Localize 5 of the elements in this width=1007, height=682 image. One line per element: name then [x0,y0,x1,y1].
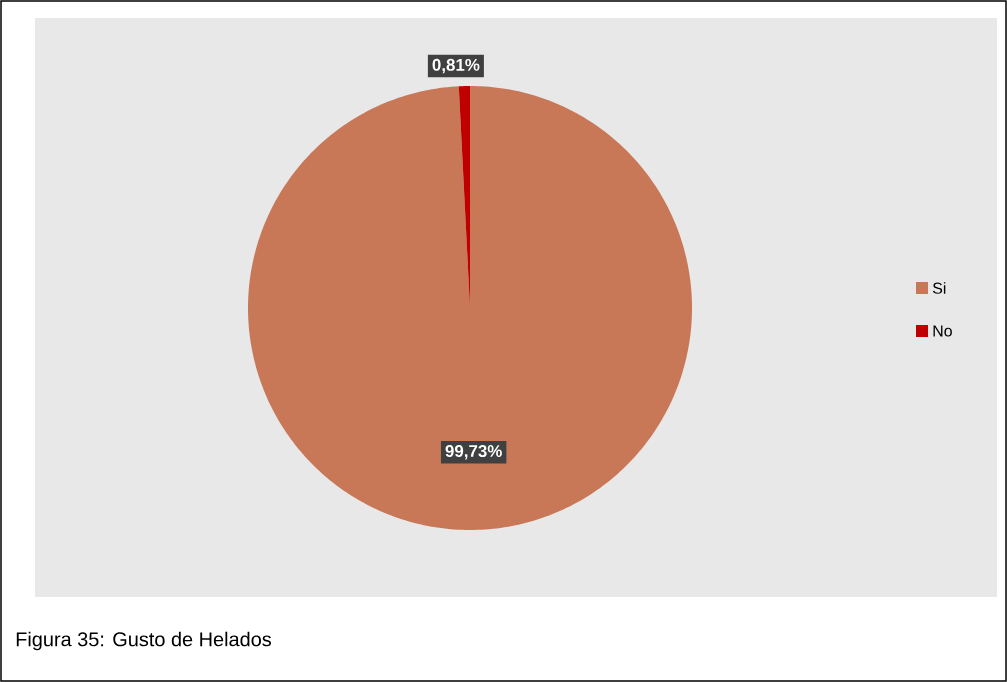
legend-label: Si [932,282,946,294]
text: Figura 35: Gusto de Helados [16,631,272,651]
data-label: 99,73% [445,445,502,460]
data-label: 0,81% [432,58,480,74]
legend-label: No [933,325,952,337]
